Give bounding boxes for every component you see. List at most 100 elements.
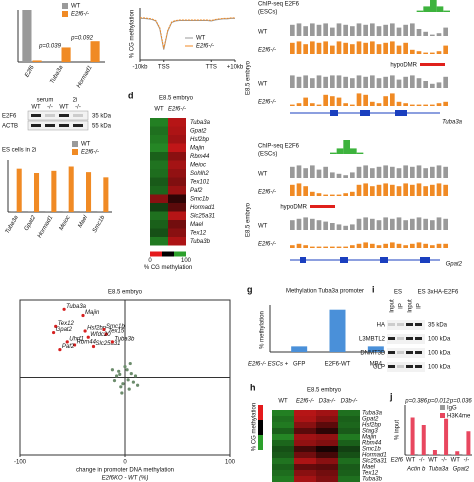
lane-label: WT: [31, 105, 41, 111]
point-label: Gpat2: [56, 327, 73, 333]
signal: [290, 104, 295, 106]
heat-cell: [168, 186, 186, 195]
colorbar-tick: 100: [181, 258, 192, 264]
signal: [390, 93, 395, 106]
point: [86, 335, 90, 339]
signal: [423, 243, 428, 248]
signal: [290, 75, 295, 88]
x-axis-label: change in promoter DNA methylation: [76, 468, 174, 474]
gene-model: [290, 110, 440, 263]
signal: [396, 217, 402, 230]
band: [388, 365, 395, 368]
lane-label: WT: [59, 105, 69, 111]
signal: [316, 169, 322, 178]
signal: [336, 75, 342, 88]
signal: [316, 42, 322, 54]
signal: [423, 52, 428, 54]
point: [110, 340, 114, 344]
signal: [370, 243, 375, 248]
signal: [403, 245, 408, 248]
bar: [421, 425, 426, 455]
signal: [376, 26, 382, 36]
signal: [343, 225, 348, 230]
signal: [363, 242, 368, 248]
point: [128, 361, 132, 366]
bar: [97, 211, 103, 212]
column-label: E2f6-/-: [168, 107, 186, 113]
band: [397, 323, 404, 326]
band: [31, 124, 41, 127]
signal: [396, 79, 402, 88]
signal: [290, 184, 295, 196]
bar: [432, 450, 437, 455]
category-label: Actin b: [406, 467, 426, 473]
x-tick-label: WT: [406, 458, 416, 464]
signal: [376, 220, 382, 230]
condition-label: 2i: [73, 98, 78, 104]
point: [127, 387, 131, 391]
x-tick-label: Tuba3a: [49, 64, 64, 85]
heat-cell: [168, 177, 186, 186]
blot: [27, 110, 89, 121]
colorbar: [258, 405, 263, 420]
point: [110, 368, 114, 372]
point-label: Rbm44: [77, 340, 97, 346]
track-label: WT: [258, 172, 268, 178]
legend-swatch: [62, 3, 68, 9]
size-label: 55 kDa: [92, 124, 112, 130]
bar: [428, 454, 433, 455]
band: [59, 124, 69, 127]
row-label: Rbm44: [362, 441, 382, 447]
signal: [390, 166, 395, 178]
signal: [343, 175, 348, 178]
signal: [383, 217, 388, 230]
signal: [350, 224, 355, 230]
heat-cell: [316, 476, 338, 482]
signal: [370, 168, 375, 178]
heat-cell: [150, 135, 168, 144]
heat-cell: [294, 422, 316, 428]
point-label: Paf2: [62, 344, 75, 350]
signal: [363, 165, 368, 178]
signal: [410, 23, 415, 36]
signal: [383, 96, 388, 106]
heat-cell: [272, 422, 294, 428]
signal: [423, 168, 428, 178]
prefix-label: E2f6: [391, 458, 404, 464]
track-label: E2f6-/-: [258, 242, 276, 248]
row-label: Hsf2bp: [362, 423, 382, 429]
signal: [370, 186, 375, 196]
point: [136, 383, 140, 387]
x-tick-label: TSS: [158, 65, 170, 71]
category-label: Gpat2: [453, 467, 470, 473]
signal: [343, 103, 348, 106]
annotation: p=0.386: [404, 399, 428, 405]
heat-cell: [316, 428, 338, 434]
colorbar-label: % CG methylation: [144, 265, 192, 271]
point: [65, 340, 69, 344]
bar: [86, 172, 92, 212]
band: [415, 323, 422, 326]
point: [129, 372, 133, 376]
signal: [323, 246, 328, 248]
heat-cell: [338, 416, 360, 422]
x-tick-label: WT: [428, 458, 438, 464]
signal: [303, 97, 308, 106]
heat-cell: [338, 440, 360, 446]
signal: [436, 6, 444, 12]
heat-cell: [168, 228, 186, 237]
x-tick-label: Hormad1: [37, 215, 55, 239]
x-tick-label: Smc1b: [92, 214, 107, 234]
signal: [383, 42, 388, 54]
point: [119, 385, 123, 389]
signal: [370, 23, 375, 36]
row-label: Hormad1: [190, 205, 215, 211]
point: [120, 391, 124, 395]
signal: [303, 217, 308, 230]
point: [81, 313, 85, 318]
signal: [390, 242, 395, 248]
signal: [370, 101, 375, 106]
row-label: Paf2: [190, 188, 203, 194]
heat-cell: [338, 476, 360, 482]
bar: [22, 10, 32, 62]
